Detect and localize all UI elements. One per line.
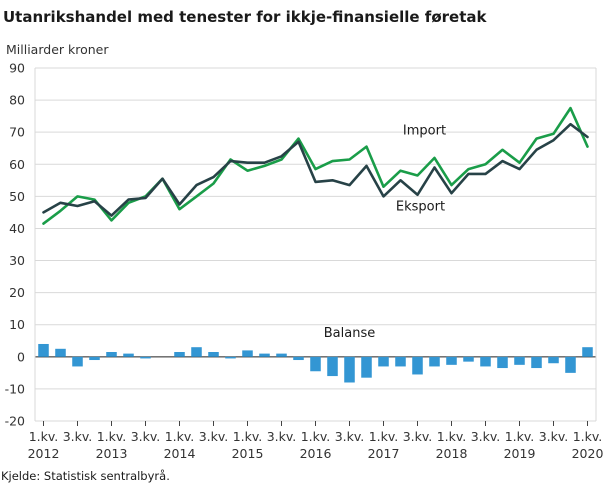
y-tick-label: -10 <box>5 381 25 396</box>
x-tick-year: 2017 <box>368 446 400 461</box>
balance-bar <box>276 353 287 357</box>
source-note: Kjelde: Statistisk sentralbyrå. <box>1 469 170 483</box>
x-tick-year: 2016 <box>300 446 332 461</box>
y-tick-label: 60 <box>9 157 25 172</box>
x-tick-label: 3.kv. <box>471 429 501 444</box>
balance-bar <box>463 356 474 362</box>
y-tick-label: 0 <box>17 349 25 364</box>
y-tick-label: -20 <box>5 414 25 429</box>
x-tick-label: 1.kv. <box>29 429 59 444</box>
y-axis-ticks: -20 -10 0 10 20 30 40 50 60 70 80 90 <box>5 61 25 429</box>
x-tick-label: 1.kv. <box>165 429 195 444</box>
x-tick-label: 1.kv. <box>369 429 399 444</box>
balance-bar <box>429 356 440 367</box>
y-tick-label: 90 <box>9 61 25 76</box>
chart-title: Utanrikshandel med tenester for ikkje-fi… <box>3 8 487 26</box>
balance-bar <box>378 356 389 367</box>
y-tick-label: 50 <box>9 189 25 204</box>
x-tick-label: 1.kv. <box>301 429 331 444</box>
y-axis-label: Milliarder kroner <box>6 42 109 57</box>
balance-bar <box>208 352 219 357</box>
balance-bar <box>106 352 117 357</box>
x-tick-label: 1.kv. <box>573 429 603 444</box>
x-tick-year: 2012 <box>28 446 60 461</box>
x-tick-year: 2014 <box>164 446 196 461</box>
x-tick-label: 3.kv. <box>539 429 569 444</box>
y-tick-label: 80 <box>9 93 25 108</box>
balance-bar <box>412 356 423 375</box>
balance-bar <box>38 343 49 357</box>
balance-bar <box>395 356 406 367</box>
x-tick-label: 3.kv. <box>63 429 93 444</box>
x-tick-year: 2018 <box>436 446 468 461</box>
eksport-line <box>42 122 589 217</box>
series-label-eksport: Eksport <box>396 199 445 214</box>
balance-bar <box>89 356 100 361</box>
balance-bar <box>123 353 134 357</box>
balance-bar <box>242 350 253 357</box>
balance-bar <box>344 356 355 383</box>
x-tick-label: 3.kv. <box>267 429 297 444</box>
lines <box>42 106 589 225</box>
balance-bar <box>565 356 576 373</box>
x-tick-year: 2020 <box>572 446 604 461</box>
x-tick-year: 2013 <box>96 446 128 461</box>
balance-bar <box>55 348 66 357</box>
balance-bar <box>446 356 457 365</box>
balance-bar <box>531 356 542 369</box>
x-tick-label: 3.kv. <box>403 429 433 444</box>
balance-bar <box>327 356 338 377</box>
balance-bars <box>38 343 593 383</box>
x-tick-label: 1.kv. <box>437 429 467 444</box>
balance-bar <box>293 356 304 361</box>
x-tick-label: 3.kv. <box>199 429 229 444</box>
y-tick-label: 10 <box>9 317 25 332</box>
balance-bar <box>140 356 151 359</box>
balance-bar <box>191 347 202 357</box>
y-tick-label: 70 <box>9 125 25 140</box>
y-tick-label: 30 <box>9 253 25 268</box>
series-labels: Import Eksport Balanse <box>324 124 446 341</box>
balance-bar <box>174 352 185 357</box>
y-tick-label: 20 <box>9 285 25 300</box>
balance-bar <box>72 356 83 367</box>
balance-bar <box>225 356 236 359</box>
balance-bar <box>361 356 372 378</box>
balance-bar <box>514 356 525 365</box>
balance-bar <box>548 356 559 364</box>
balance-bar <box>310 356 321 372</box>
x-tick-label: 1.kv. <box>505 429 535 444</box>
series-label-balanse: Balanse <box>324 326 375 341</box>
y-tick-label: 40 <box>9 221 25 236</box>
balance-bar <box>259 353 270 357</box>
x-tick-year: 2015 <box>232 446 264 461</box>
x-tick-label: 3.kv. <box>335 429 365 444</box>
x-tick-year: 2019 <box>504 446 536 461</box>
x-tick-label: 1.kv. <box>233 429 263 444</box>
balance-bar <box>497 356 508 369</box>
balance-bar <box>582 347 593 357</box>
x-tick-label: 3.kv. <box>131 429 161 444</box>
series-label-import: Import <box>403 124 446 139</box>
import-line <box>42 106 589 225</box>
x-tick-label: 1.kv. <box>97 429 127 444</box>
balance-bar <box>480 356 491 367</box>
